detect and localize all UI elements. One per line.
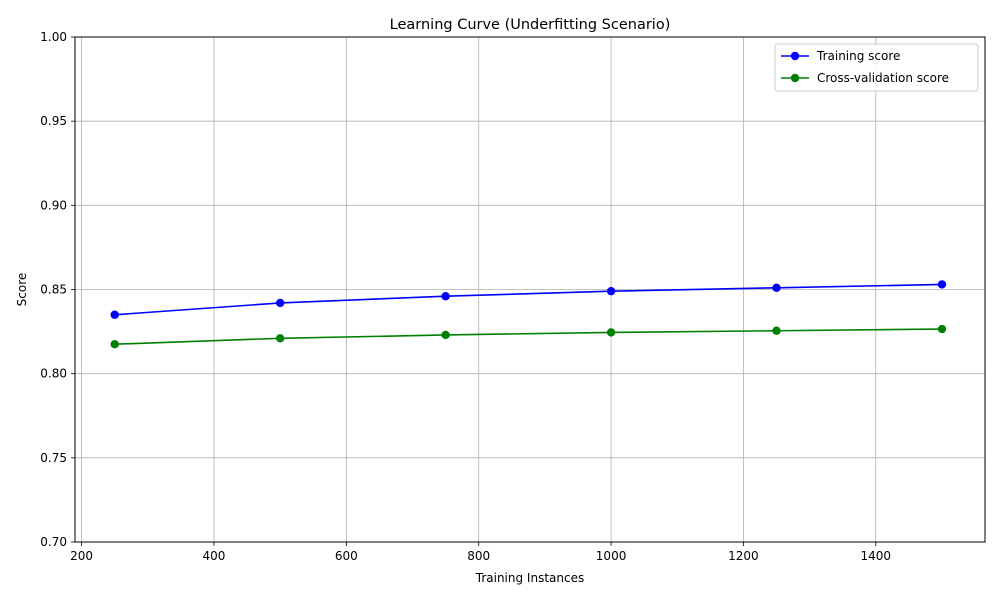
y-tick-label: 1.00 <box>40 30 67 44</box>
x-tick-label: 600 <box>335 549 358 563</box>
x-tick-label: 800 <box>467 549 490 563</box>
legend-marker <box>790 51 800 61</box>
data-point <box>441 292 450 301</box>
series <box>110 280 947 349</box>
data-point <box>772 326 781 335</box>
y-tick-label: 0.75 <box>40 451 67 465</box>
x-tick-label: 1200 <box>728 549 759 563</box>
data-point <box>937 280 947 289</box>
data-point <box>441 330 450 340</box>
legend-box <box>774 43 979 92</box>
y-tick-label: 0.90 <box>40 198 67 212</box>
legend-label: Training score <box>816 49 900 63</box>
series-line-1 <box>114 328 942 346</box>
axis-ticks: 200 400 600 800 1000 1200 1400 0.70 0.75 0.80 0.85… <box>40 30 891 563</box>
x-axis-label: Training Instances <box>475 571 584 585</box>
x-tick-label: 1000 <box>596 549 627 563</box>
data-point <box>275 334 285 343</box>
legend-label: Cross-validation score <box>817 71 949 85</box>
y-axis-label: Score <box>15 273 29 307</box>
y-tick-label: 0.95 <box>40 114 67 128</box>
data-point <box>110 340 119 349</box>
data-point <box>606 286 616 296</box>
legend-marker <box>790 73 800 83</box>
y-tick-label: 0.70 <box>40 535 67 549</box>
x-tick-label: 1400 <box>861 549 892 563</box>
x-tick-label: 200 <box>70 549 93 563</box>
data-point <box>937 324 947 334</box>
x-tick-label: 400 <box>203 549 226 563</box>
y-tick-label: 0.85 <box>40 283 67 297</box>
data-point <box>275 298 285 308</box>
series-line-0 <box>114 283 942 316</box>
data-point <box>606 328 616 337</box>
y-tick-label: 0.80 <box>40 367 67 381</box>
data-point <box>110 310 119 319</box>
legend: Training score Cross-validation score <box>774 43 979 92</box>
chart-title: Learning Curve (Underfitting Scenario) <box>390 17 671 33</box>
data-point <box>772 283 781 293</box>
